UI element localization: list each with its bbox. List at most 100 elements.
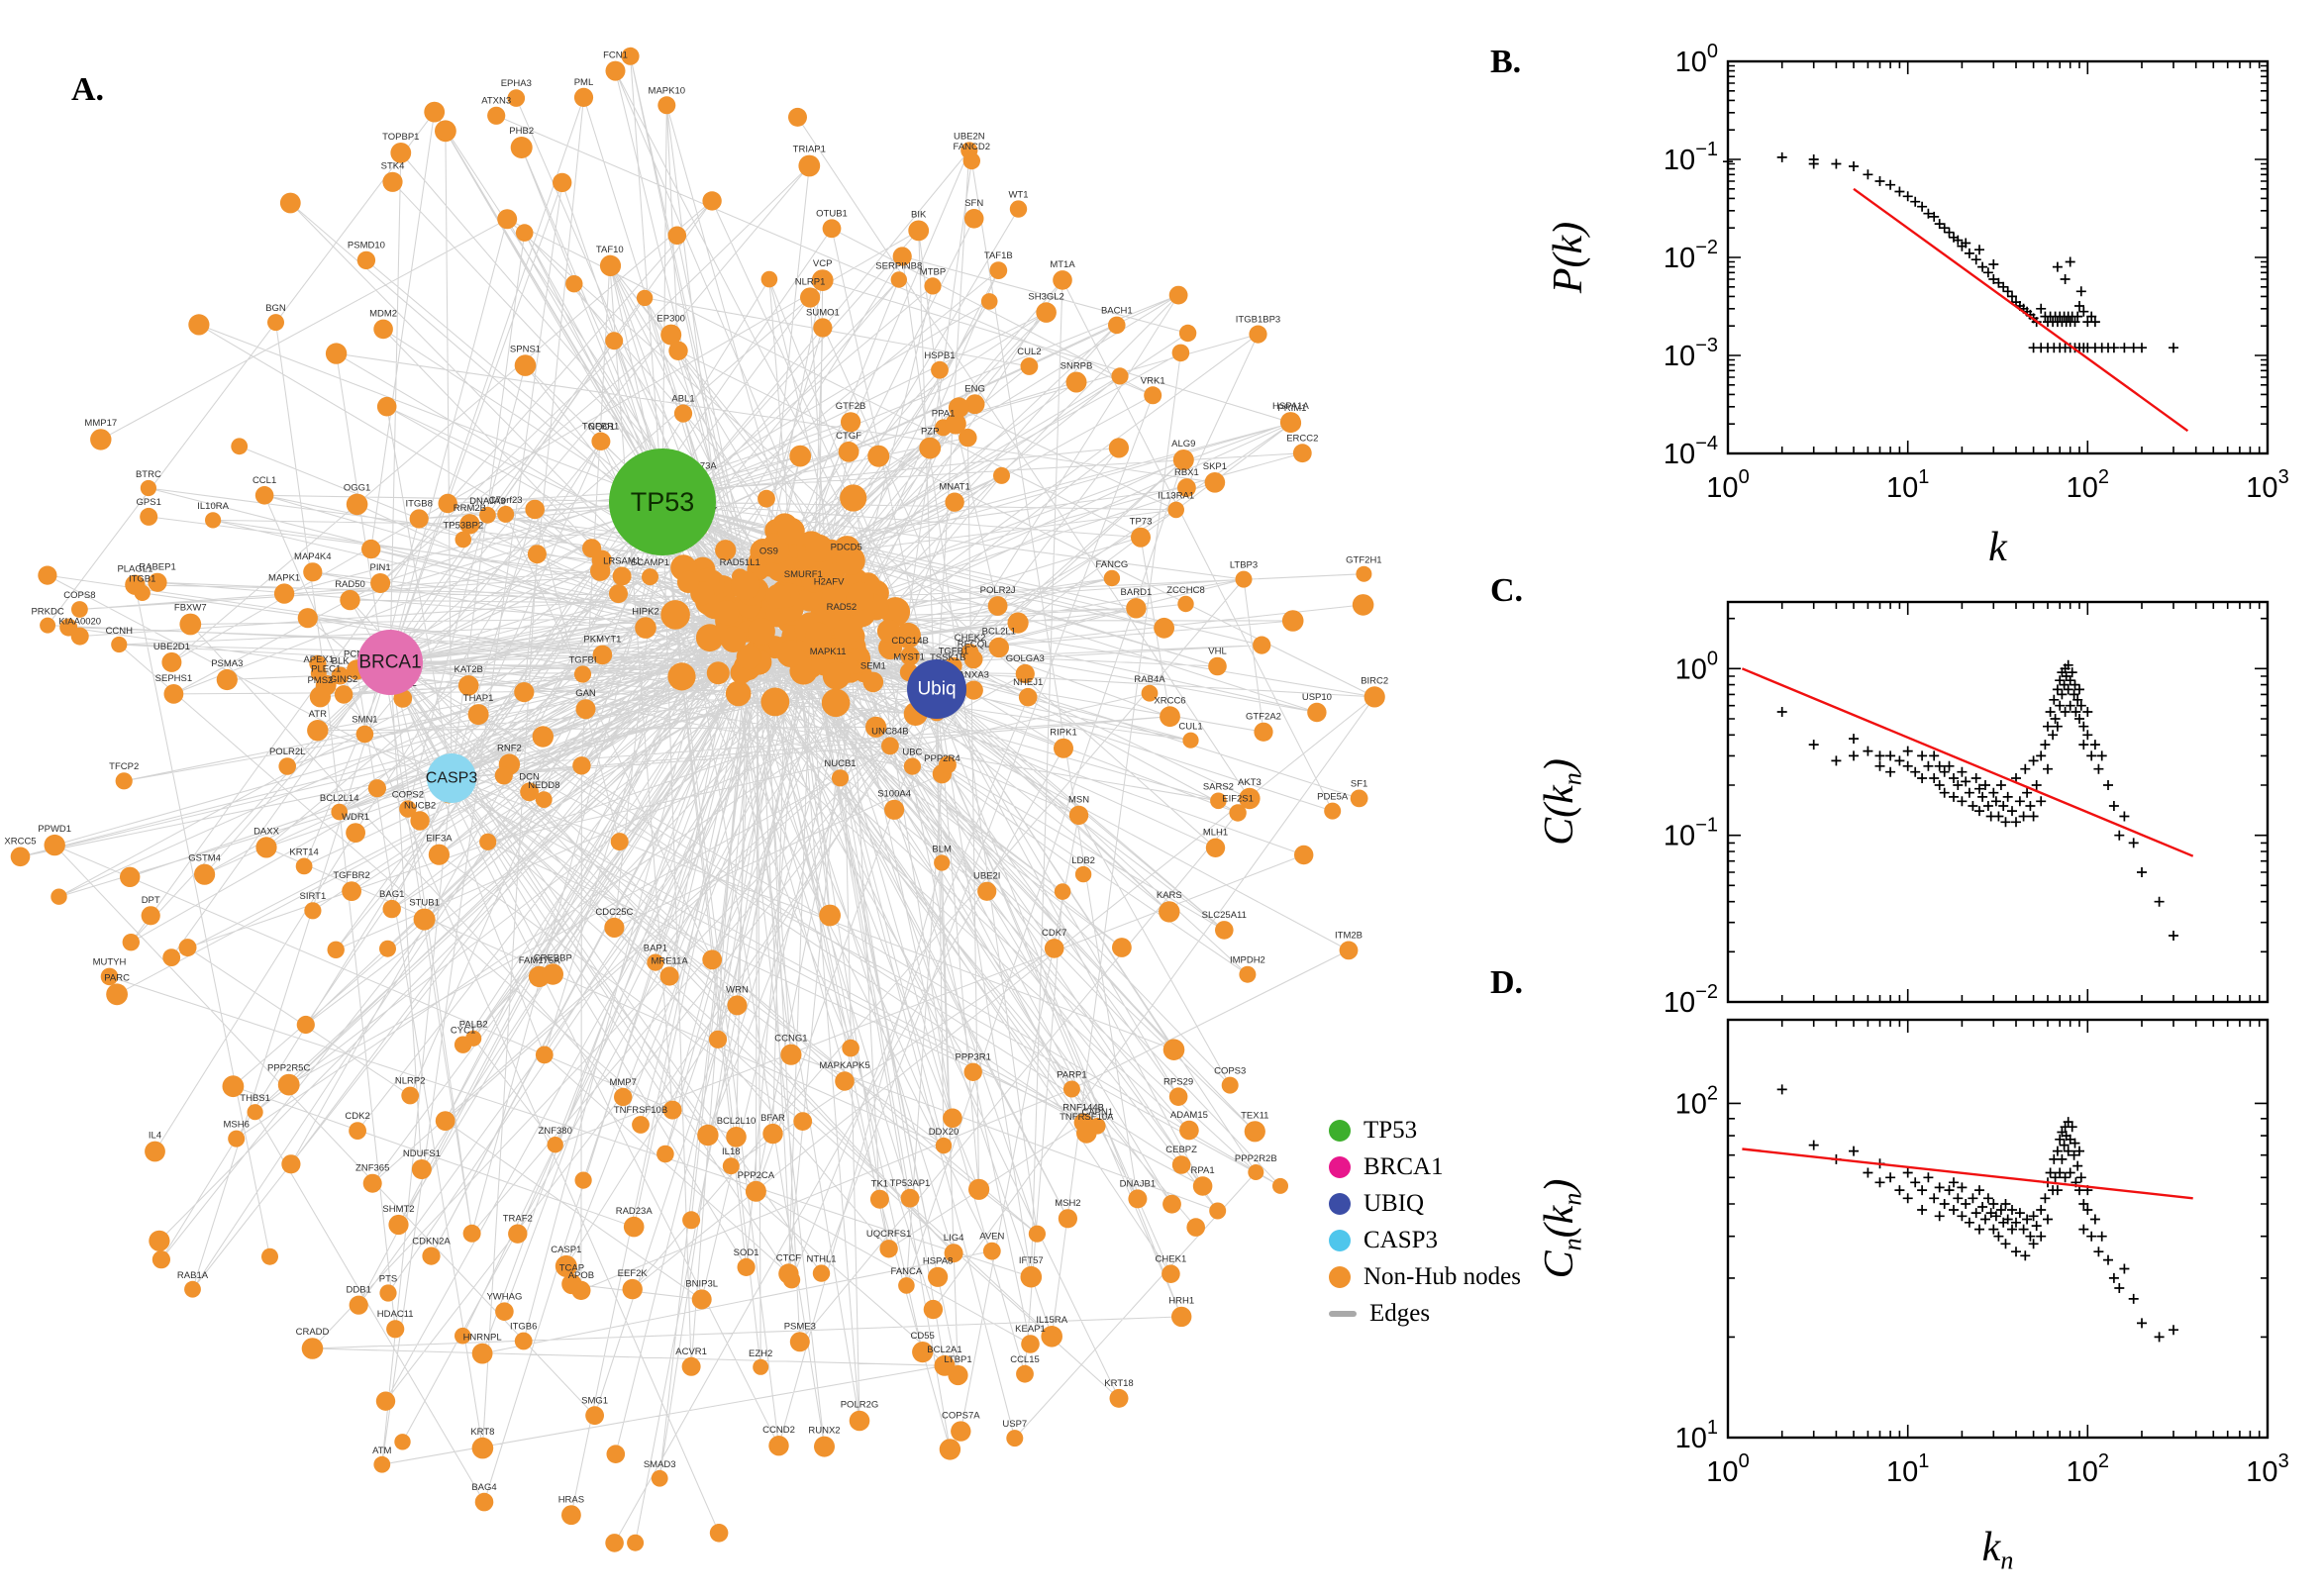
legend-item-edges: Edges xyxy=(1329,1300,1521,1328)
network-node-label: CCND2 xyxy=(762,1425,795,1436)
network-node xyxy=(1009,200,1028,218)
network-node-label: COPS2 xyxy=(392,789,424,800)
network-node xyxy=(149,1230,170,1251)
network-node-label: POLR2J xyxy=(980,585,1016,596)
network-node-label: TFCP2 xyxy=(109,761,139,772)
network-node xyxy=(394,1434,411,1450)
network-node xyxy=(989,261,1008,279)
network-node xyxy=(1229,804,1247,822)
network-node xyxy=(179,613,202,636)
network-node-label: TCAP xyxy=(559,1263,584,1274)
network-node xyxy=(515,224,534,242)
network-node-label: PSME3 xyxy=(784,1321,816,1332)
network-node-label: PMS2 xyxy=(307,675,333,686)
network-node-label: DNAJA3 xyxy=(469,496,505,507)
network-node-label: HRH1 xyxy=(1168,1296,1194,1307)
network-node xyxy=(100,967,119,986)
network-node xyxy=(349,1122,366,1140)
network-node xyxy=(178,939,197,957)
network-node xyxy=(1028,1225,1046,1243)
edge-swatch-icon xyxy=(1329,1311,1357,1317)
network-node xyxy=(788,107,807,127)
network-node xyxy=(840,484,867,512)
network-node-label: UBE2I xyxy=(973,871,1000,882)
network-node xyxy=(789,445,812,467)
network-node-label: RAD23A xyxy=(616,1206,654,1217)
network-node-label: GTF2H1 xyxy=(1346,555,1381,566)
network-node xyxy=(571,1280,591,1300)
network-node xyxy=(609,584,628,604)
network-node-label: RECQL xyxy=(958,640,990,650)
network-node xyxy=(145,1141,165,1162)
network-node xyxy=(459,514,480,535)
network-node xyxy=(647,953,664,971)
network-node-label: BTRC xyxy=(136,469,161,480)
network-node xyxy=(494,766,513,785)
network-node xyxy=(963,209,984,229)
network-node-label: CEBPZ xyxy=(1165,1145,1197,1155)
network-node xyxy=(424,101,446,123)
network-node-label: CHEK1 xyxy=(1156,1253,1187,1264)
network-node xyxy=(535,791,553,808)
network-node xyxy=(745,1180,766,1202)
network-node xyxy=(273,583,295,604)
network-node xyxy=(758,489,775,508)
network-node xyxy=(908,220,930,242)
network-node xyxy=(651,1469,668,1487)
network-node-label: MNAT1 xyxy=(939,482,970,493)
network-node xyxy=(876,619,901,644)
axis-ticks xyxy=(1727,60,2269,454)
network-node xyxy=(934,854,951,871)
legend-item-non-hub-nodes: Non-Hub nodes xyxy=(1329,1263,1521,1291)
network-node xyxy=(800,287,821,308)
network-node xyxy=(1215,921,1234,940)
network-node xyxy=(561,1505,581,1526)
network-node xyxy=(811,269,834,291)
network-node-label: SMURF1 xyxy=(784,569,823,580)
network-node xyxy=(702,949,723,970)
network-node xyxy=(695,624,724,652)
network-node xyxy=(535,1046,554,1064)
network-node xyxy=(1065,371,1087,393)
network-node-label: PARC xyxy=(104,972,130,983)
network-node xyxy=(894,622,921,648)
network-node xyxy=(410,811,430,831)
network-node xyxy=(592,645,613,665)
network-node-label: NUCB1 xyxy=(824,758,856,769)
network-node-labels: CDC25C NTHL1 SMURF1 VRK1 CEBPZ GTF2A2 TCAP NHEJ… xyxy=(4,50,1388,1506)
network-node xyxy=(222,1075,245,1098)
network-node xyxy=(454,531,472,549)
network-node-label: MAPK10 xyxy=(649,85,686,96)
network-node-label: SUMO1 xyxy=(806,307,840,318)
network-node xyxy=(605,60,626,81)
network-node xyxy=(1239,787,1261,810)
tick-label: 10−2 xyxy=(1664,981,1718,1019)
tick-label: 10−1 xyxy=(1664,815,1718,852)
network-node-label: RAD51L1 xyxy=(720,557,760,568)
network-node xyxy=(753,1358,769,1375)
network-node-label: SHMT2 xyxy=(382,1204,414,1215)
network-node xyxy=(1126,598,1147,619)
network-node-label: ENG xyxy=(964,383,985,394)
network-node xyxy=(682,1211,701,1230)
network-node xyxy=(514,354,537,376)
network-node xyxy=(1352,594,1374,616)
network-node xyxy=(1168,285,1188,305)
network-node xyxy=(964,394,985,415)
network-node-label: CUL2 xyxy=(1017,347,1041,357)
network-node xyxy=(1339,941,1359,960)
network-node-label: NLRP1 xyxy=(795,276,826,287)
network-node-label: UNC84B xyxy=(871,726,909,737)
network-node xyxy=(1364,686,1385,708)
network-node-label: MDM2 xyxy=(369,309,397,320)
network-node xyxy=(140,507,158,526)
network-node xyxy=(106,983,128,1006)
network-node-label: TAF1B xyxy=(984,250,1013,261)
network-node-label: BIRC2 xyxy=(1361,675,1388,686)
network-node-label: NUCB2 xyxy=(404,800,436,811)
network-node xyxy=(184,1280,201,1298)
network-node xyxy=(610,833,629,851)
tick-label: 10−2 xyxy=(1664,237,1718,274)
network-node-label: SARS2 xyxy=(1203,782,1234,793)
network-node-label: KAT2B xyxy=(454,664,483,675)
